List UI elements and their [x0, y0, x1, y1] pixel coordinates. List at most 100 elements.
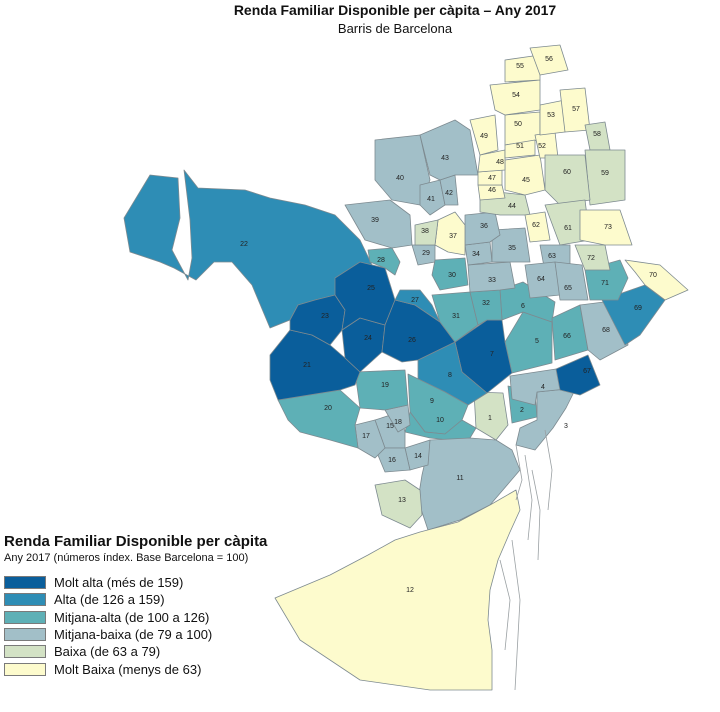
legend-label: Mitjana-baixa (de 79 a 100)	[54, 627, 213, 643]
neighborhood-label-38: 38	[421, 228, 429, 235]
neighborhood-73	[579, 209, 633, 246]
neighborhood-label-54: 54	[512, 92, 520, 99]
neighborhood-label-61: 61	[564, 225, 572, 232]
neighborhood-35	[491, 227, 531, 263]
neighborhood-51	[504, 139, 536, 159]
neighborhood-label-52: 52	[538, 143, 546, 150]
legend-swatch	[4, 645, 46, 659]
neighborhood-label-11: 11	[456, 475, 463, 482]
neighborhood-label-51: 51	[516, 143, 524, 150]
neighborhood-33	[467, 261, 516, 293]
neighborhood-49	[469, 114, 499, 156]
legend-subtitle: Any 2017 (números índex. Base Barcelona …	[4, 552, 249, 564]
neighborhood-label-17: 17	[362, 433, 370, 440]
neighborhood-label-47: 47	[488, 175, 496, 182]
legend-item-molt-baixa: Molt Baixa (menys de 63)	[4, 660, 267, 677]
neighborhood-13	[374, 479, 423, 529]
legend-item-mitjana-baixa: Mitjana-baixa (de 79 a 100)	[4, 626, 267, 643]
legend-label: Baixa (de 63 a 79)	[54, 644, 161, 660]
port-pier-line	[524, 454, 533, 541]
neighborhood-label-20: 20	[324, 405, 332, 412]
neighborhood-label-64: 64	[537, 276, 545, 283]
neighborhood-5	[504, 311, 553, 374]
neighborhood-3	[515, 387, 577, 451]
neighborhood-31	[431, 291, 479, 343]
neighborhood-label-37: 37	[449, 233, 457, 240]
neighborhood-label-70: 70	[649, 272, 657, 279]
neighborhood-70	[624, 259, 689, 301]
neighborhood-label-2: 2	[520, 407, 524, 414]
neighborhood-label-25: 25	[367, 285, 375, 292]
neighborhood-label-7: 7	[490, 351, 494, 358]
neighborhood-label-6: 6	[521, 303, 525, 310]
neighborhood-30	[431, 257, 469, 291]
neighborhood-label-57: 57	[572, 106, 580, 113]
neighborhood-label-41: 41	[427, 196, 435, 203]
neighborhood-20	[277, 389, 361, 449]
neighborhood-label-5: 5	[535, 338, 539, 345]
neighborhood-label-28: 28	[377, 257, 385, 264]
neighborhood-67	[555, 354, 601, 396]
legend-swatch	[4, 576, 46, 590]
neighborhood-43	[419, 119, 479, 181]
neighborhood-48	[477, 149, 506, 173]
neighborhood-label-45: 45	[522, 177, 530, 184]
neighborhood-label-27: 27	[411, 297, 419, 304]
legend-swatch	[4, 628, 46, 642]
neighborhood-label-53: 53	[547, 112, 555, 119]
neighborhood-label-67: 67	[583, 368, 591, 375]
neighborhood-label-40: 40	[396, 175, 404, 182]
neighborhood-label-42: 42	[445, 190, 453, 197]
neighborhood-12	[274, 489, 521, 691]
neighborhood-label-9: 9	[430, 398, 434, 405]
neighborhood-label-33: 33	[488, 277, 496, 284]
legend-label: Molt Baixa (menys de 63)	[54, 661, 202, 677]
legend-item-mitjana-alta: Mitjana-alta (de 100 a 126)	[4, 609, 267, 626]
neighborhood-label-32: 32	[482, 300, 490, 307]
neighborhood-label-43: 43	[441, 155, 449, 162]
port-pier-line	[544, 429, 553, 511]
neighborhood-41	[419, 179, 446, 216]
neighborhood-label-3: 3	[564, 423, 568, 430]
neighborhood-59	[584, 149, 626, 206]
neighborhood-25	[334, 261, 396, 331]
neighborhood-label-65: 65	[564, 285, 572, 292]
port-pier-line	[499, 559, 511, 651]
legend-label: Mitjana-alta (de 100 a 126)	[54, 609, 210, 625]
neighborhood-label-14: 14	[414, 453, 422, 460]
neighborhood-label-4: 4	[541, 384, 545, 391]
neighborhood-60	[544, 154, 591, 206]
neighborhood-label-72: 72	[587, 255, 595, 262]
neighborhood-19	[354, 369, 409, 411]
neighborhood-62	[524, 211, 551, 243]
neighborhood-38	[414, 219, 439, 246]
neighborhood-label-58: 58	[593, 131, 601, 138]
neighborhood-label-10: 10	[436, 417, 444, 424]
neighborhood-22	[123, 169, 373, 329]
neighborhood-label-15: 15	[386, 423, 394, 430]
legend-label: Alta (de 126 a 159)	[54, 592, 165, 608]
neighborhood-label-21: 21	[303, 362, 311, 369]
neighborhood-label-13: 13	[398, 497, 406, 504]
neighborhood-label-46: 46	[488, 187, 496, 194]
neighborhood-label-8: 8	[448, 372, 452, 379]
neighborhood-72	[574, 244, 611, 271]
port-pier-line	[511, 539, 521, 691]
neighborhood-label-35: 35	[508, 245, 516, 252]
neighborhood-label-49: 49	[480, 133, 488, 140]
neighborhood-label-12: 12	[406, 587, 414, 594]
neighborhood-label-44: 44	[508, 203, 516, 210]
legend-swatch	[4, 610, 46, 624]
legend-item-baixa: Baixa (de 63 a 79)	[4, 643, 267, 660]
neighborhood-label-66: 66	[563, 333, 571, 340]
legend: Renda Familiar Disponible per càpita Any…	[4, 533, 267, 678]
neighborhood-label-18: 18	[394, 419, 402, 426]
neighborhood-label-68: 68	[602, 327, 610, 334]
neighborhood-label-36: 36	[480, 223, 488, 230]
map-subtitle: Barris de Barcelona	[337, 21, 453, 36]
neighborhood-label-31: 31	[452, 313, 460, 320]
neighborhood-label-73: 73	[604, 224, 612, 231]
neighborhood-label-48: 48	[496, 159, 504, 166]
legend-swatch	[4, 593, 46, 607]
